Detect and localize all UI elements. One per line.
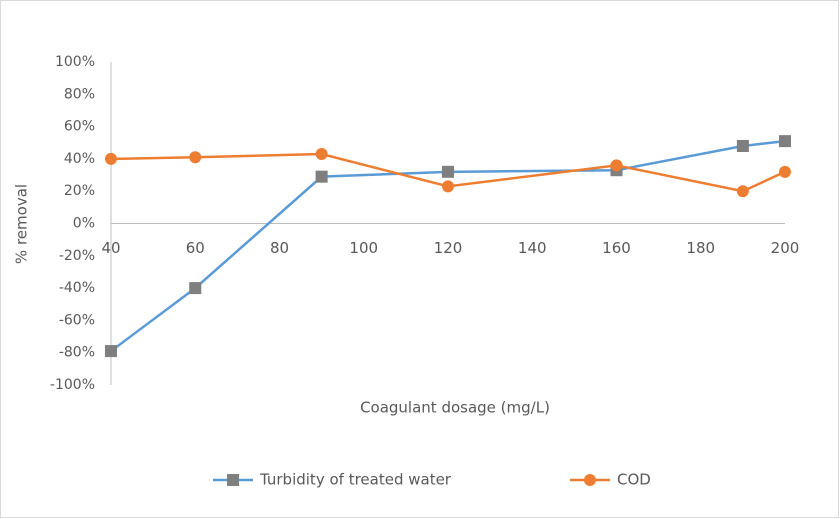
y-tick-label: 100% xyxy=(55,54,95,70)
legend-label: Turbidity of treated water xyxy=(259,471,452,489)
data-point xyxy=(189,282,202,295)
y-tick-label: 20% xyxy=(64,183,95,199)
data-point xyxy=(442,165,454,178)
x-tick-label: 60 xyxy=(186,239,205,257)
data-point xyxy=(315,170,328,183)
x-tick-label: 80 xyxy=(270,239,289,257)
y-axis-label: % removal xyxy=(13,184,31,264)
legend-marker xyxy=(584,474,596,486)
data-point xyxy=(189,151,202,164)
data-point xyxy=(105,152,117,165)
y-tick-label: -40% xyxy=(59,280,95,296)
x-tick-label: 100 xyxy=(349,239,378,257)
data-point xyxy=(315,148,328,161)
data-point xyxy=(442,180,454,193)
y-tick-label: -100% xyxy=(50,377,95,393)
x-tick-label: 140 xyxy=(518,239,547,257)
data-point xyxy=(610,159,623,172)
data-point xyxy=(779,165,791,178)
data-point xyxy=(736,139,749,152)
y-tick-label: 60% xyxy=(64,119,95,135)
x-tick-label: 40 xyxy=(101,239,120,257)
y-tick-label: 0% xyxy=(73,216,95,232)
y-tick-label: 80% xyxy=(64,86,95,102)
legend-marker xyxy=(227,474,239,486)
x-tick-label: 180 xyxy=(686,239,715,257)
data-point xyxy=(779,135,791,148)
data-point xyxy=(105,345,117,358)
data-point xyxy=(736,185,749,198)
x-tick-label: 120 xyxy=(434,239,463,257)
y-tick-label: -80% xyxy=(59,345,95,361)
x-tick-label: 200 xyxy=(771,239,800,257)
y-tick-label: -60% xyxy=(59,312,95,328)
x-axis-label: Coagulant dosage (mg/L) xyxy=(360,399,550,417)
y-tick-label: -20% xyxy=(59,248,95,264)
y-tick-label: 40% xyxy=(64,151,95,167)
legend-label: COD xyxy=(617,471,651,489)
x-tick-label: 160 xyxy=(602,239,631,257)
